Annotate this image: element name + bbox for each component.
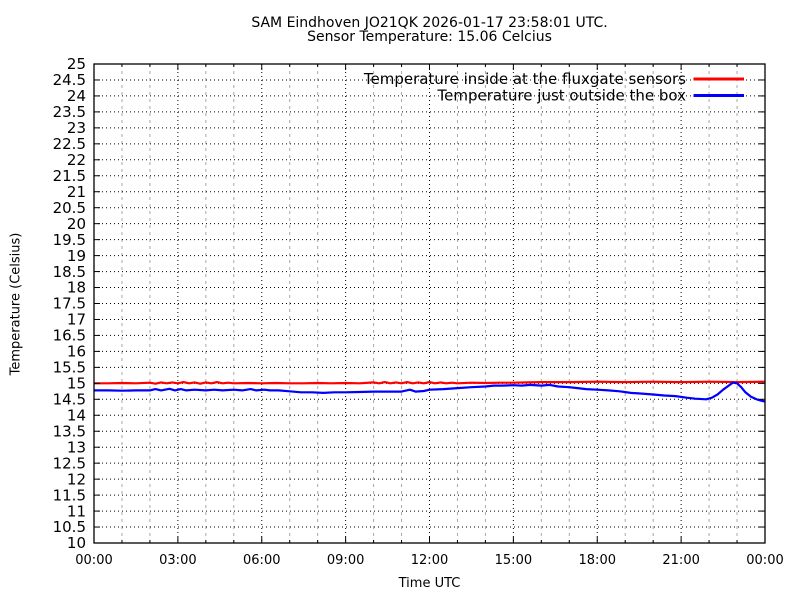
series-inside <box>94 380 766 385</box>
x-tick-label: 03:00 <box>159 553 196 568</box>
y-tick-label: 10 <box>67 534 86 552</box>
x-tick-label: 00:00 <box>75 553 112 568</box>
y-tick-label: 15 <box>67 375 86 393</box>
y-tick-label: 18.5 <box>53 263 86 281</box>
x-tick-label: 09:00 <box>327 553 364 568</box>
y-tick-label: 12 <box>67 470 86 488</box>
y-tick-label: 16.5 <box>53 327 86 345</box>
y-tick-label: 20 <box>67 215 86 233</box>
series-line-inside <box>94 380 766 385</box>
y-tick-label: 13 <box>67 438 86 456</box>
y-tick-label: 21 <box>67 183 86 201</box>
y-tick-label: 19.5 <box>53 231 86 249</box>
x-tick-label: 21:00 <box>662 553 699 568</box>
series-line-outside <box>94 381 766 403</box>
legend-label: Temperature just outside the box <box>437 87 687 105</box>
y-tick-label: 10.5 <box>53 518 86 536</box>
y-tick-label: 20.5 <box>53 199 86 217</box>
grid-minor <box>121 64 738 543</box>
chart-subtitle: Sensor Temperature: 15.06 Celcius <box>307 29 552 45</box>
y-tick-label: 17.5 <box>53 295 86 313</box>
x-tick-label: 18:00 <box>579 553 616 568</box>
series-outside <box>94 381 766 403</box>
y-tick-label: 14.5 <box>53 391 86 409</box>
y-tick-label: 22 <box>67 151 86 169</box>
y-tick-label: 21.5 <box>53 167 86 185</box>
y-tick-label: 24 <box>67 87 86 105</box>
y-tick-label: 18 <box>67 279 86 297</box>
y-tick-label: 15.5 <box>53 359 86 377</box>
y-tick-label: 11.5 <box>53 486 86 504</box>
y-tick-label: 11 <box>67 502 86 520</box>
x-tick-label: 15:00 <box>495 553 532 568</box>
y-tick-label: 23.5 <box>53 103 86 121</box>
y-tick-label: 25 <box>67 55 86 73</box>
y-tick-label: 14 <box>67 406 86 424</box>
y-tick-label: 24.5 <box>53 71 86 89</box>
x-axis-title: Time UTC <box>398 576 461 591</box>
y-tick-label: 13.5 <box>53 422 86 440</box>
legend: Temperature inside at the fluxgate senso… <box>363 70 744 105</box>
y-tick-label: 12.5 <box>53 454 86 472</box>
tick-labels: 1010.51111.51212.51313.51414.51515.51616… <box>53 55 784 568</box>
y-tick-label: 16 <box>67 343 86 361</box>
legend-label: Temperature inside at the fluxgate senso… <box>363 70 686 88</box>
chart-title: SAM Eindhoven JO21QK 2026-01-17 23:58:01… <box>251 15 608 31</box>
x-tick-label: 12:00 <box>411 553 448 568</box>
y-tick-label: 23 <box>67 119 86 137</box>
y-tick-label: 17 <box>67 311 86 329</box>
y-tick-label: 22.5 <box>53 135 86 153</box>
axes <box>93 63 766 544</box>
y-tick-label: 19 <box>67 247 86 265</box>
x-tick-label: 06:00 <box>243 553 280 568</box>
x-tick-label: 00:00 <box>746 553 783 568</box>
grid-major <box>94 64 765 543</box>
